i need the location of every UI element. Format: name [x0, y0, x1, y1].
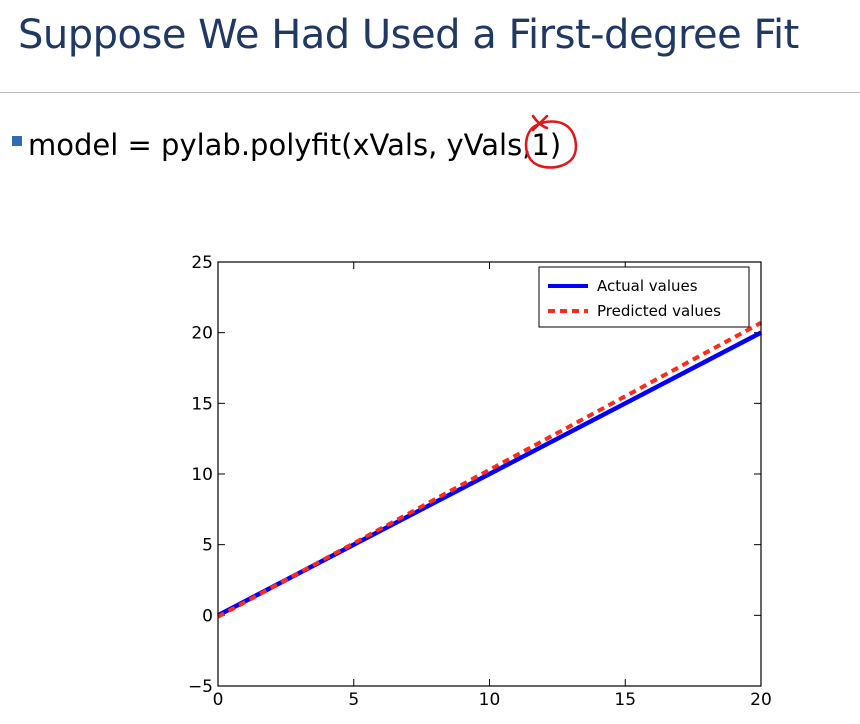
y-tick-label: 0: [202, 606, 213, 626]
series-layer: [216, 321, 763, 619]
y-tick-label: 15: [191, 394, 213, 414]
code-line: model = pylab.polyfit(xVals, yVals,: [28, 128, 532, 162]
y-tick-label: −5: [188, 677, 213, 697]
hand-drawn-circle-annotation: [525, 114, 578, 169]
legend-label: Actual values: [597, 277, 698, 295]
series-line-actual: [216, 330, 763, 618]
y-tick-label: 20: [191, 324, 213, 344]
legend: Actual values Predicted values: [538, 266, 750, 328]
x-tick-label: 5: [348, 690, 359, 710]
circled-degree-argument: 1): [525, 114, 578, 169]
title-divider: [0, 92, 860, 93]
y-tick-label: 5: [202, 536, 213, 556]
slide-title: Suppose We Had Used a First-degree Fit: [18, 12, 799, 58]
degree-argument: 1): [531, 128, 562, 162]
x-axis-ticks: 0 5 10 15 20: [213, 262, 772, 710]
chart-container: −5 0 5 10 15 20 25 0 5 10 15 20 Actual values Predi…: [170, 248, 780, 718]
legend-box: [538, 266, 750, 328]
x-tick-label: 20: [750, 690, 772, 710]
y-tick-label: 10: [191, 465, 213, 485]
bullet-item: model = pylab.polyfit(xVals, yVals, 1): [12, 114, 578, 169]
x-tick-label: 10: [479, 690, 501, 710]
legend-label: Predicted values: [597, 302, 721, 320]
plot-frame: [217, 261, 762, 687]
x-tick-label: 0: [213, 690, 224, 710]
bullet-square-icon: [12, 136, 22, 146]
x-tick-label: 15: [614, 690, 636, 710]
y-tick-label: 25: [191, 253, 213, 273]
series-line-predicted: [217, 321, 762, 619]
